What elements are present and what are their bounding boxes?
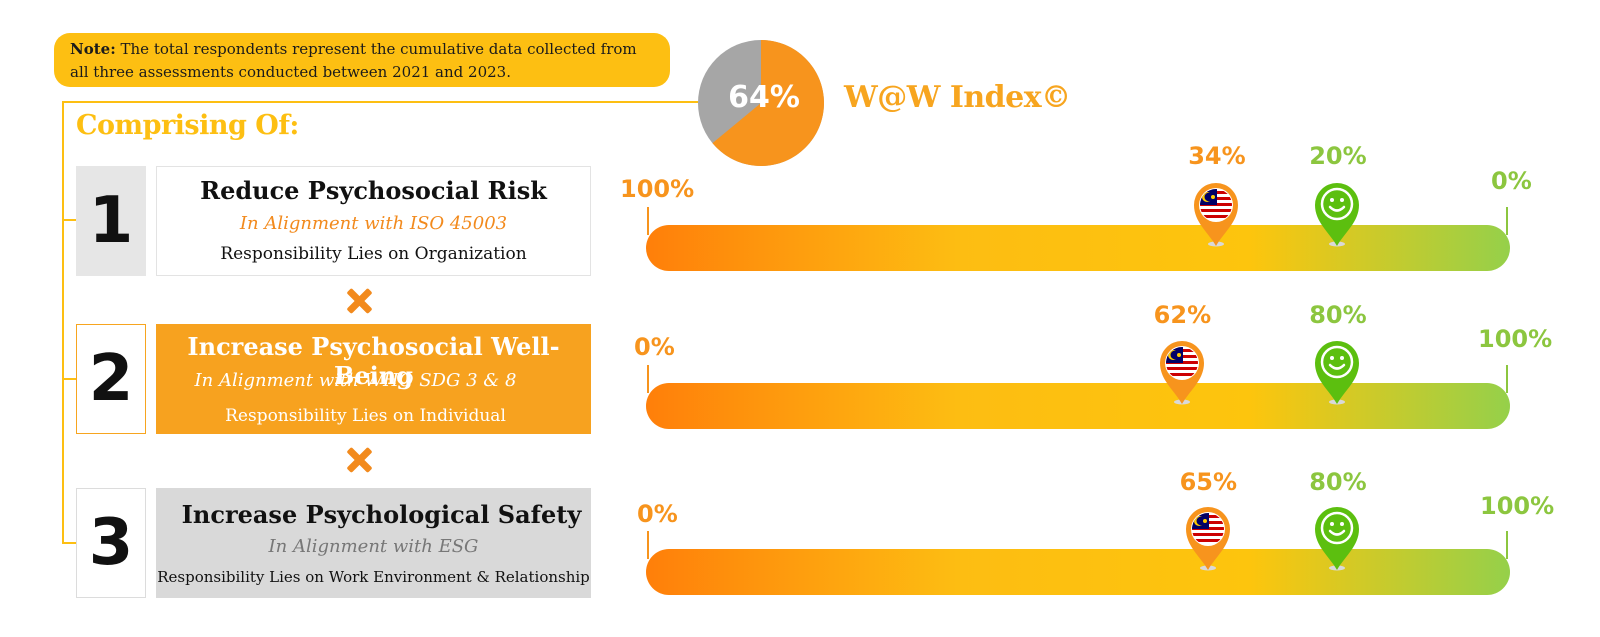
target-score-label: 80% — [1309, 468, 1367, 496]
component-number-2: 2 — [76, 324, 146, 434]
malaysia-flag-pin-icon — [1191, 180, 1241, 248]
index-title: W@W Index© — [844, 80, 1071, 115]
smiley-pin-icon — [1312, 504, 1362, 572]
scale-left-edge — [647, 365, 649, 393]
component-responsibility: Responsibility Lies on Organization — [220, 244, 527, 264]
bracket-tick-1 — [62, 219, 76, 221]
component-responsibility: Responsibility Lies on Work Environment … — [157, 568, 590, 586]
index-pie-chart — [698, 40, 824, 166]
scale-right-edge — [1506, 365, 1508, 393]
smiley-pin-icon — [1312, 338, 1362, 406]
malaysia-flag-pin-icon — [1183, 504, 1233, 572]
scale-bar-1 — [646, 225, 1510, 271]
component-alignment: In Alignment with ESG — [268, 536, 479, 557]
scale-left-edge — [647, 531, 649, 559]
scale-left-label: 100% — [620, 175, 695, 203]
component-title: Reduce Psychosocial Risk — [200, 176, 547, 205]
malaysia-score-label: 62% — [1153, 301, 1212, 329]
note-banner: Note: The total respondents represent th… — [54, 33, 670, 87]
bracket-vertical-line — [62, 101, 64, 544]
scale-left-label: 0% — [634, 333, 675, 361]
malaysia-score-label: 65% — [1179, 468, 1238, 496]
component-card-2: Increase Psychosocial Well-Being In Alig… — [156, 324, 591, 434]
scale-left-label: 0% — [637, 500, 678, 528]
malaysia-score-label: 34% — [1188, 142, 1246, 170]
smiley-pin-icon — [1312, 180, 1362, 248]
multiply-icon — [344, 445, 374, 475]
scale-bar-2 — [646, 383, 1510, 429]
component-alignment: In Alignment with WHO SDG 3 & 8 — [194, 370, 517, 391]
target-score-label: 20% — [1309, 142, 1367, 170]
bracket-tick-3 — [62, 542, 76, 544]
scale-right-edge — [1506, 207, 1508, 235]
comprising-title: Comprising Of: — [76, 110, 299, 141]
index-value: 64% — [728, 80, 800, 115]
component-number-3: 3 — [76, 488, 146, 598]
bracket-top-line — [62, 101, 698, 103]
bracket-tick-2 — [62, 378, 76, 380]
scale-left-edge — [647, 207, 649, 235]
scale-right-label: 100% — [1478, 325, 1553, 353]
scale-right-edge — [1506, 531, 1508, 559]
component-card-1: Reduce Psychosocial Risk In Alignment wi… — [156, 166, 591, 276]
multiply-icon — [344, 286, 374, 316]
component-number-1: 1 — [76, 166, 146, 276]
scale-right-label: 100% — [1480, 492, 1555, 520]
scale-right-label: 0% — [1491, 167, 1532, 195]
note-label: Note: — [70, 40, 116, 58]
component-card-3: Increase Psychological Safety In Alignme… — [156, 488, 591, 598]
note-text: The total respondents represent the cumu… — [70, 40, 637, 81]
pie-index-slice — [712, 40, 824, 166]
component-responsibility: Responsibility Lies on Individual — [225, 406, 506, 426]
malaysia-flag-pin-icon — [1157, 338, 1207, 406]
component-alignment: In Alignment with ISO 45003 — [239, 213, 508, 234]
component-title: Increase Psychosocial Well-Being — [187, 332, 560, 390]
component-title: Increase Psychological Safety — [181, 500, 582, 529]
scale-bar-3 — [646, 549, 1510, 595]
target-score-label: 80% — [1309, 301, 1367, 329]
